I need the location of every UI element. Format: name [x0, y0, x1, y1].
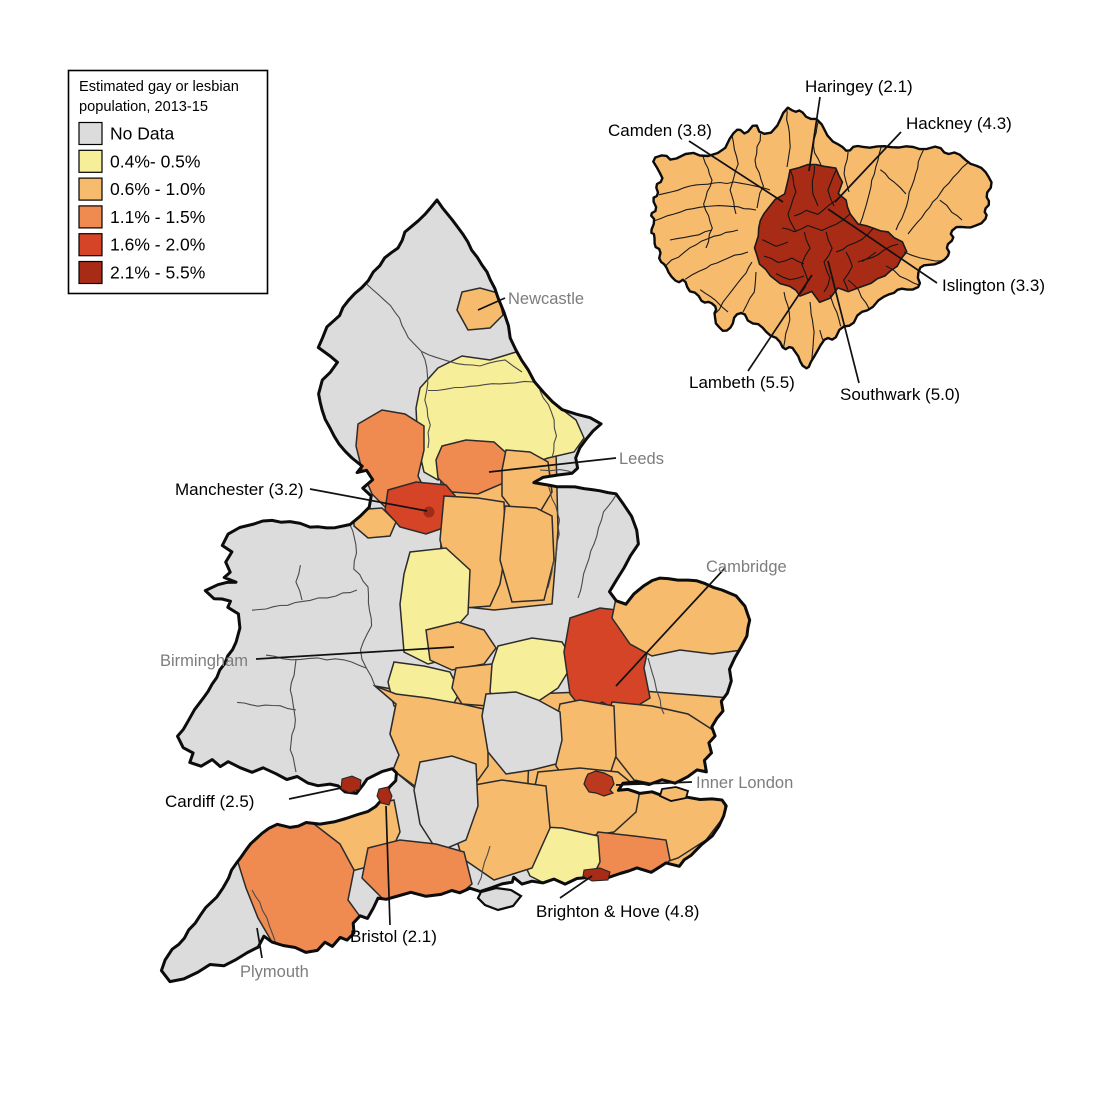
svg-text:1.6% - 2.0%: 1.6% - 2.0%: [110, 235, 205, 255]
svg-text:2.1% - 5.5%: 2.1% - 5.5%: [110, 263, 205, 283]
svg-text:Bristol (2.1): Bristol (2.1): [350, 927, 437, 946]
svg-text:Hackney (4.3): Hackney (4.3): [906, 114, 1012, 133]
svg-text:Cardiff (2.5): Cardiff (2.5): [165, 792, 254, 811]
svg-text:population, 2013-15: population, 2013-15: [79, 99, 208, 115]
svg-text:Manchester (3.2): Manchester (3.2): [175, 480, 304, 499]
svg-text:Estimated gay or lesbian: Estimated gay or lesbian: [79, 79, 239, 95]
svg-text:Southwark (5.0): Southwark (5.0): [840, 385, 960, 404]
svg-text:Plymouth: Plymouth: [240, 963, 309, 981]
svg-text:Islington (3.3): Islington (3.3): [942, 276, 1045, 295]
svg-text:Newcastle: Newcastle: [508, 290, 584, 308]
svg-text:Lambeth (5.5): Lambeth (5.5): [689, 373, 795, 392]
svg-text:Cambridge: Cambridge: [706, 558, 787, 576]
svg-text:0.4%- 0.5%: 0.4%- 0.5%: [110, 151, 200, 171]
svg-text:0.6% - 1.0%: 0.6% - 1.0%: [110, 179, 205, 199]
svg-text:Haringey (2.1): Haringey (2.1): [805, 77, 913, 96]
svg-text:Camden (3.8): Camden (3.8): [608, 121, 712, 140]
svg-text:Brighton & Hove (4.8): Brighton & Hove (4.8): [536, 902, 699, 921]
svg-text:Leeds: Leeds: [619, 450, 664, 468]
svg-text:Birmingham: Birmingham: [160, 652, 248, 670]
svg-text:1.1% - 1.5%: 1.1% - 1.5%: [110, 207, 205, 227]
svg-text:No Data: No Data: [110, 124, 174, 144]
svg-text:Inner London: Inner London: [696, 774, 793, 792]
